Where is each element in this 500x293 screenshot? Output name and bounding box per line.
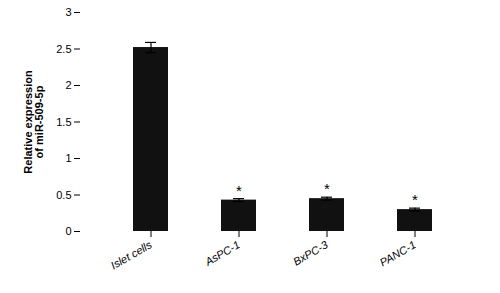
svg-text:*: *	[324, 180, 330, 197]
svg-text:Relative expressionof miR-509-: Relative expressionof miR-509-5p	[22, 70, 45, 174]
svg-text:0: 0	[65, 225, 71, 237]
svg-text:2.5: 2.5	[56, 43, 71, 55]
svg-text:AsPC-1: AsPC-1	[202, 238, 242, 268]
svg-text:3: 3	[65, 6, 71, 18]
svg-text:1.5: 1.5	[56, 116, 71, 128]
svg-text:Islet cells: Islet cells	[109, 238, 155, 271]
svg-text:*: *	[236, 182, 242, 199]
svg-text:PANC-1: PANC-1	[378, 238, 418, 268]
svg-text:2: 2	[65, 79, 71, 91]
svg-text:BxPC-3: BxPC-3	[291, 238, 331, 268]
svg-text:0.5: 0.5	[56, 189, 71, 201]
svg-text:*: *	[412, 191, 418, 208]
svg-text:1: 1	[65, 152, 71, 164]
